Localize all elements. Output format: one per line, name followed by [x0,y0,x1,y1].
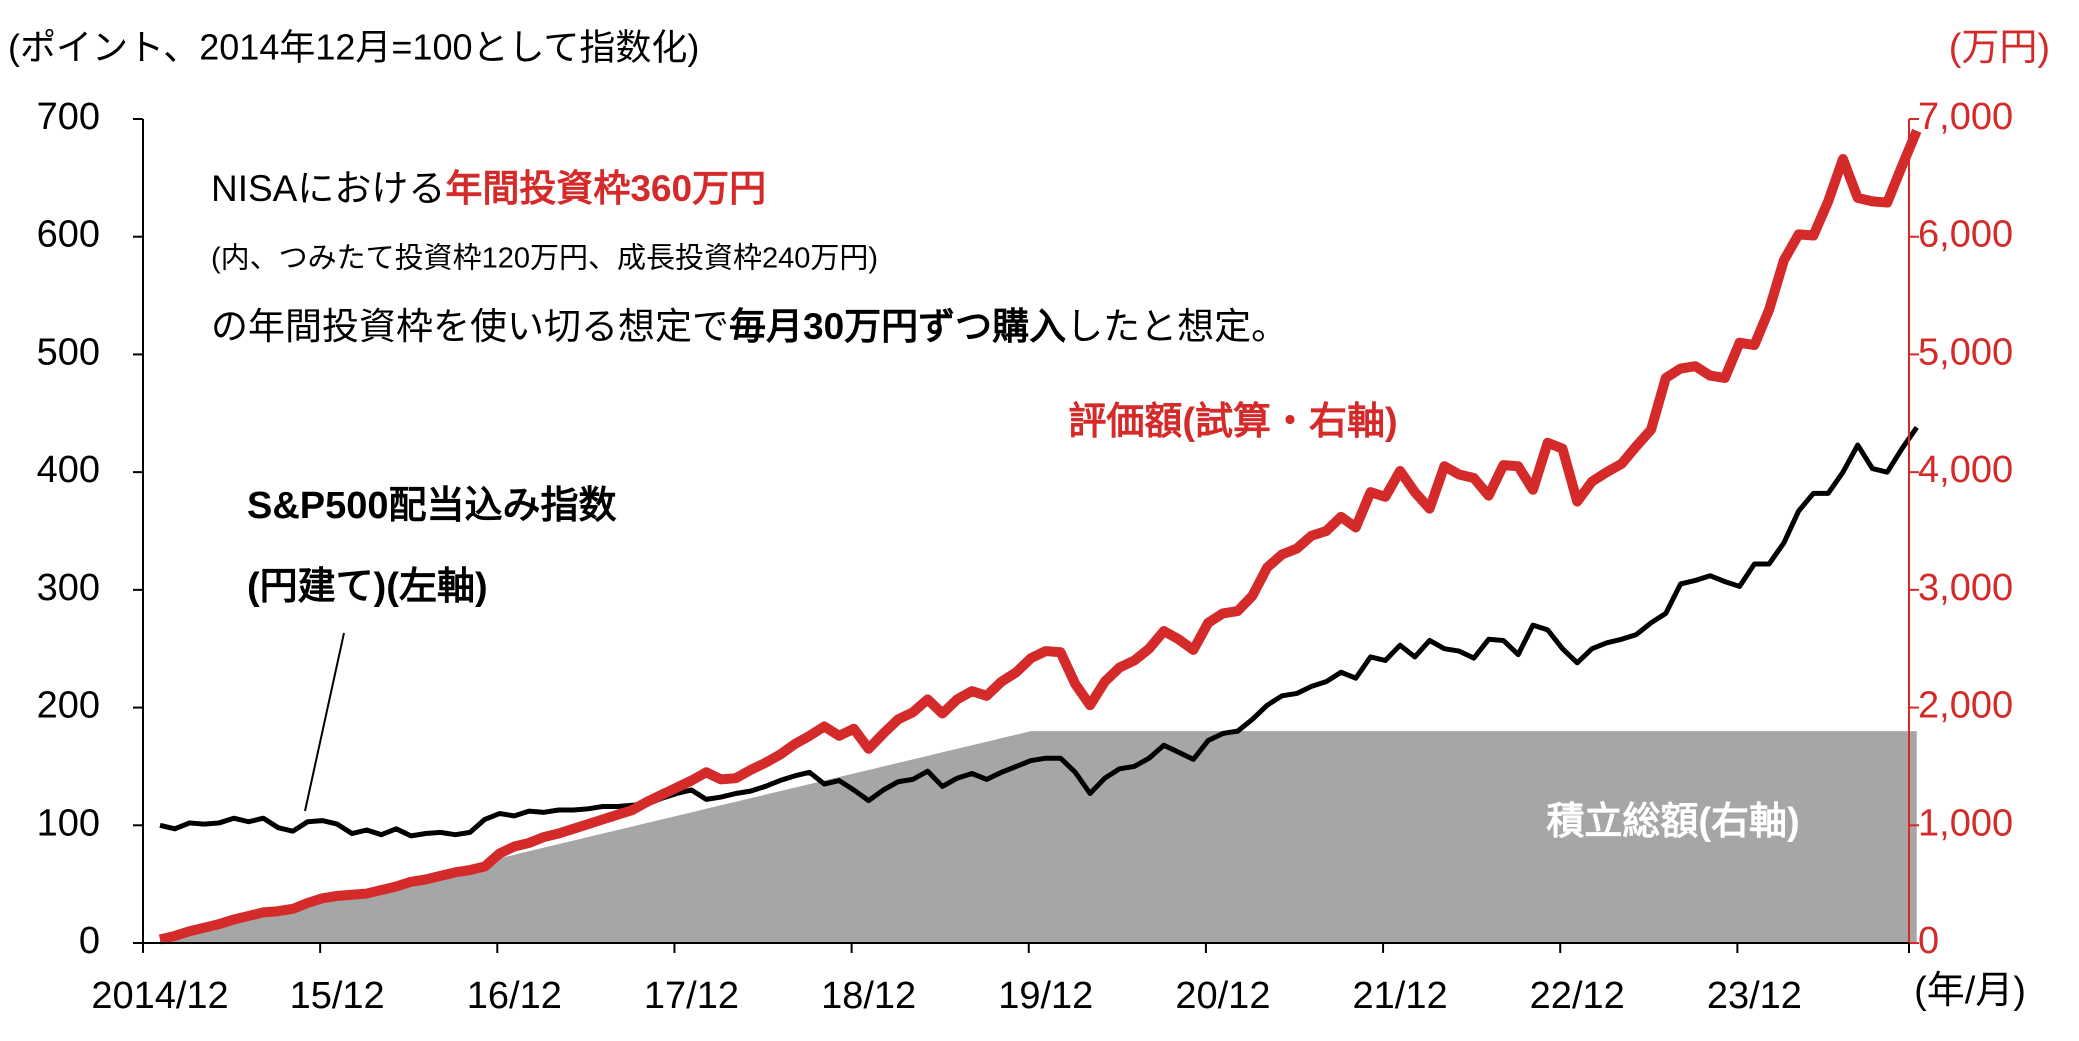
y-tick-label: 300 [37,567,100,609]
y2-unit-label: (万円) [1949,27,2050,69]
x-tick-label: 20/12 [1175,975,1270,1017]
x-tick-label: 2014/12 [91,975,228,1017]
y-tick-label: 0 [79,920,100,962]
x-tick-label: 23/12 [1707,975,1802,1017]
note-line: (内、つみたて投資枠120万円、成長投資枠240万円) [211,242,878,275]
y2-tick-label: 0 [1918,920,1939,962]
series-label: S&P500配当込み指数 [247,485,617,527]
area [160,731,1917,943]
y-tick-label: 200 [37,685,100,727]
series-label: 積立総額(右軸) [1546,801,1799,843]
y2-tick-label: 1,000 [1918,802,2013,844]
x-tick-label: 16/12 [467,975,562,1017]
note-text: NISAにおける [211,168,445,209]
note-line: の年間投資枠を使い切る想定で毎月30万円ずつ購入したと想定。 [211,306,1288,347]
note-box [195,150,1510,355]
note-text: したと想定。 [1066,306,1288,347]
x-tick-label: 18/12 [821,975,916,1017]
y2-tick-label: 7,000 [1918,96,2013,138]
note-text: の年間投資枠を使い切る想定で [211,306,729,347]
y2-tick-label: 6,000 [1918,214,2013,256]
y2-tick-label: 3,000 [1918,567,2013,609]
note-bold: 毎月30万円ずつ購入 [729,306,1066,347]
y2-tick-label: 4,000 [1918,449,2013,491]
y-tick-label: 400 [37,449,100,491]
y-tick-label: 100 [37,802,100,844]
x-tick-label: 22/12 [1530,975,1625,1017]
note-highlight: 年間投資枠360万円 [445,168,766,209]
series-label: 評価額(試算・右軸) [1068,401,1397,443]
x-tick-label: 15/12 [290,975,385,1017]
series-label-note: (円建て)(左軸) [247,566,488,608]
y2-tick-label: 5,000 [1918,331,2013,373]
line [158,128,1922,945]
y-tick-label: 700 [37,96,100,138]
y-tick-label: 600 [37,214,100,256]
x-tick-label: 17/12 [644,975,739,1017]
pointer-line [304,632,345,812]
x-tick-label: 21/12 [1353,975,1448,1017]
x-axis-label: (年/月) [1914,970,2026,1012]
y2-tick-label: 2,000 [1918,685,2013,727]
line [159,425,1919,839]
y-tick-label: 500 [37,331,100,373]
y-unit-label: (ポイント、2014年12月=100として指数化) [8,27,699,68]
x-tick-label: 19/12 [998,975,1093,1017]
note-line: NISAにおける年間投資枠360万円 [211,168,766,209]
